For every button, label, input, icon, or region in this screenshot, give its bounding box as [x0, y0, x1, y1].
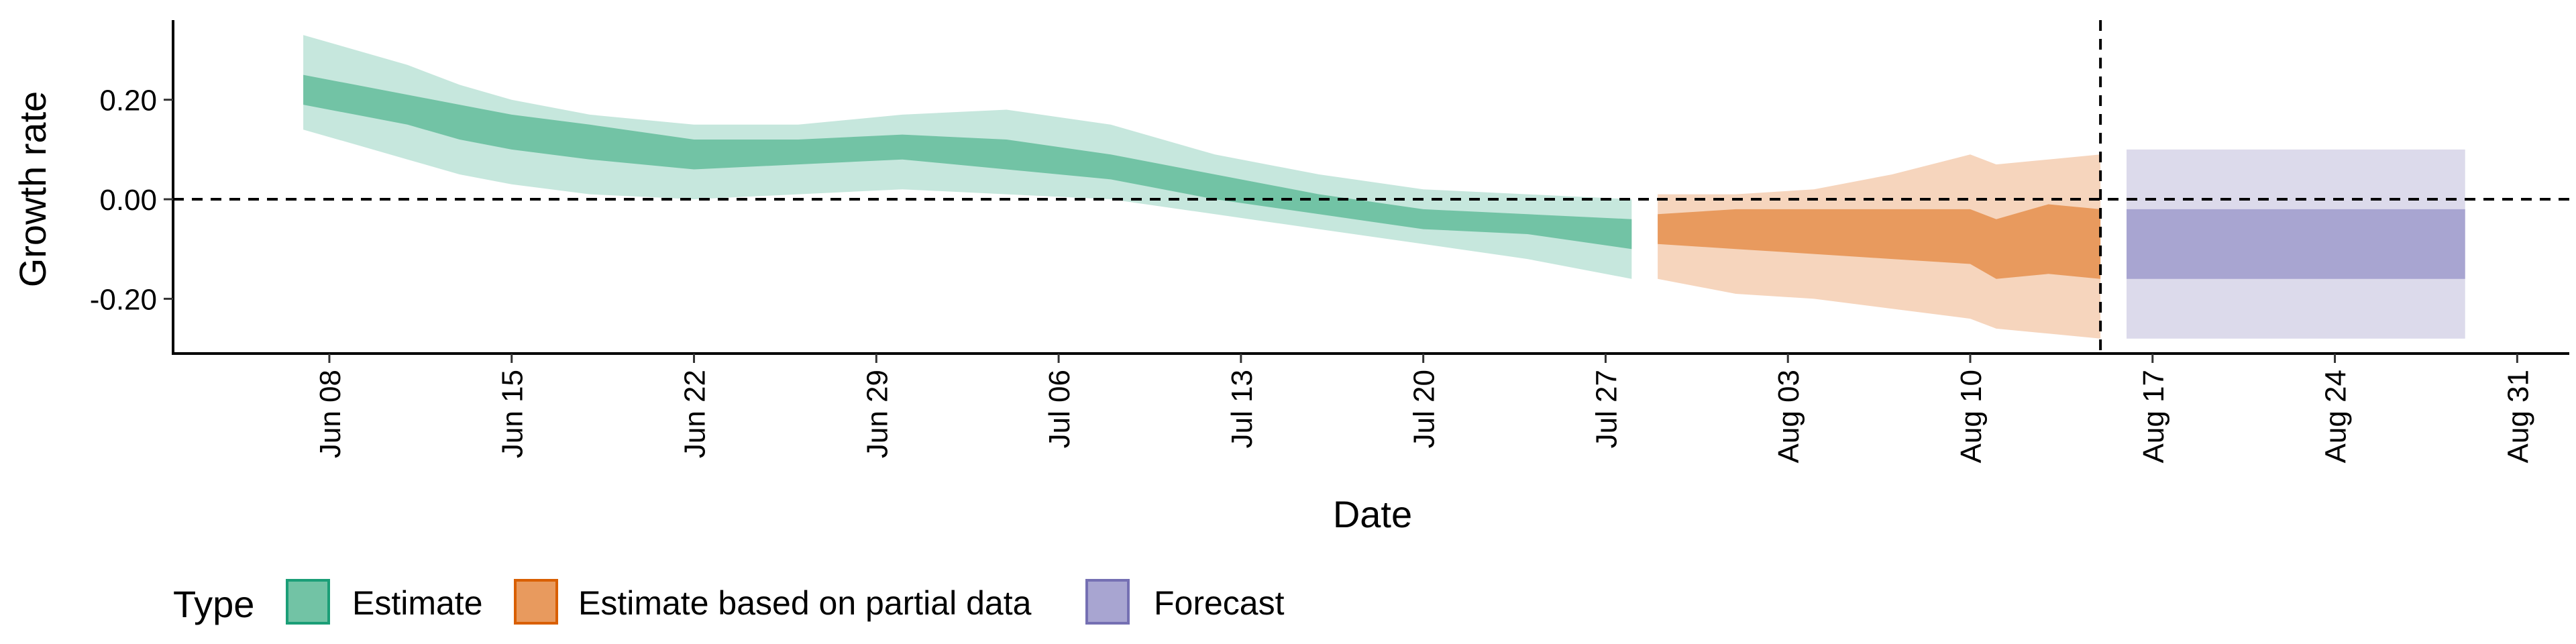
x-tick-label-12: Aug 31	[2502, 370, 2534, 463]
x-tick-label-6: Jul 20	[1408, 370, 1441, 448]
legend-label-1: Estimate based on partial data	[578, 584, 1032, 622]
legend: Type Estimate Estimate based on partial d…	[173, 579, 1285, 625]
series-0-band-50	[303, 74, 1632, 250]
x-tick-label-4: Jul 06	[1043, 370, 1076, 448]
series-1-band-50	[1658, 204, 2101, 279]
legend-key-1	[514, 579, 558, 625]
x-tick-label-9: Aug 10	[1955, 370, 1988, 463]
reference-lines	[173, 20, 2569, 354]
x-tick-label-1: Jun 15	[496, 370, 529, 458]
series-2-band-50	[2127, 209, 2465, 279]
legend-key-0	[286, 579, 330, 625]
x-tick-label-3: Jun 29	[861, 370, 894, 458]
y-tick-label-1: 0.00	[99, 184, 157, 217]
y-tick-label-2: 0.20	[99, 85, 157, 117]
series-bands	[303, 35, 2465, 339]
axes: -0.20 0.00 0.20 Jun 08 Jun 15 Jun 22 Jun 29 Jul…	[90, 20, 2569, 463]
legend-label-2: Forecast	[1154, 584, 1285, 622]
legend-label-0: Estimate	[352, 584, 483, 622]
x-tick-label-8: Aug 03	[1772, 370, 1805, 463]
x-axis-title: Date	[1333, 493, 1412, 535]
x-tick-label-10: Aug 17	[2137, 370, 2170, 463]
x-tick-label-11: Aug 24	[2320, 370, 2353, 463]
legend-title: Type	[173, 583, 254, 625]
x-tick-label-2: Jun 22	[679, 370, 712, 458]
legend-key-2	[1085, 579, 1130, 625]
x-tick-label-5: Jul 13	[1226, 370, 1258, 448]
x-tick-label-0: Jun 08	[314, 370, 347, 458]
y-tick-label-0: -0.20	[90, 283, 157, 316]
y-axis-title: Growth rate	[11, 91, 54, 288]
x-tick-label-7: Jul 27	[1590, 370, 1623, 448]
